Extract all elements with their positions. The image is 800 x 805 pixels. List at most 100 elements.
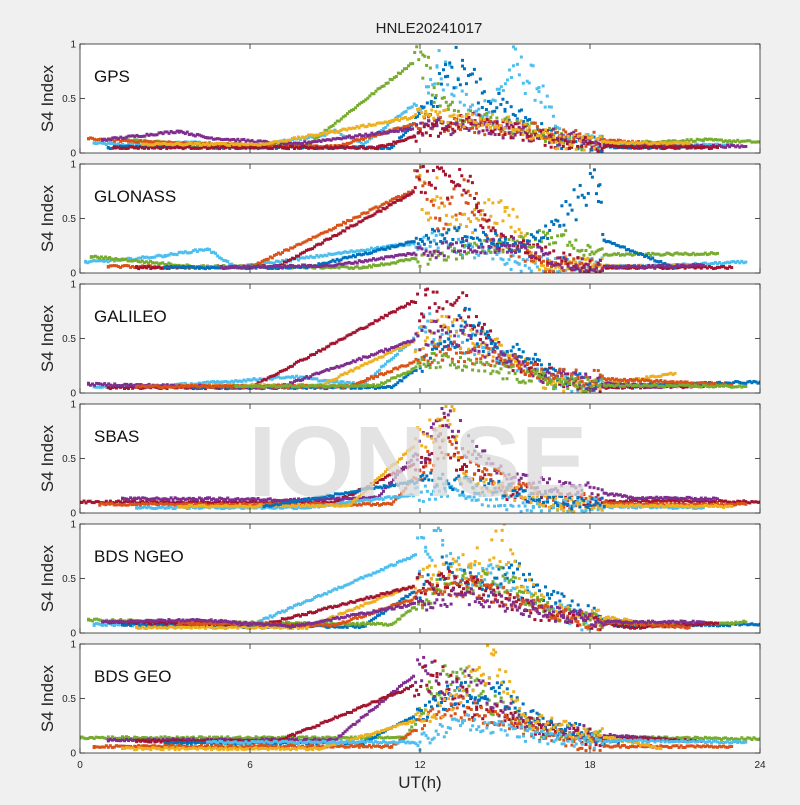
data-point <box>436 176 439 179</box>
data-point <box>467 113 470 116</box>
data-point <box>542 260 545 263</box>
data-point <box>494 133 497 136</box>
data-point <box>439 104 442 107</box>
data-point <box>461 65 464 68</box>
data-point <box>506 251 509 254</box>
data-point <box>455 258 458 261</box>
data-point <box>490 229 493 232</box>
data-point <box>419 265 422 268</box>
data-point <box>502 89 505 92</box>
data-point <box>457 226 460 229</box>
data-point <box>425 249 428 252</box>
data-point <box>417 242 420 245</box>
data-point <box>433 250 436 253</box>
data-point <box>561 266 564 269</box>
data-point <box>534 130 537 133</box>
y-axis-label: S4 Index <box>38 184 57 252</box>
data-point <box>496 121 499 124</box>
data-point <box>560 204 563 207</box>
data-point <box>411 62 414 65</box>
data-point <box>426 336 429 339</box>
data-point <box>586 257 589 260</box>
data-point <box>463 104 466 107</box>
data-point <box>443 205 446 208</box>
data-point <box>414 113 417 116</box>
data-point <box>506 262 509 265</box>
data-point <box>536 125 539 128</box>
data-point <box>522 120 525 123</box>
data-point <box>463 250 466 253</box>
data-point <box>433 86 436 89</box>
data-point <box>570 244 573 247</box>
data-point <box>583 266 586 269</box>
data-point <box>457 296 460 299</box>
data-point <box>483 201 486 204</box>
data-point <box>486 237 489 240</box>
data-point <box>434 187 437 190</box>
data-point <box>437 306 440 309</box>
data-point <box>544 246 547 249</box>
data-point <box>440 77 443 80</box>
data-point <box>491 113 494 116</box>
y-tick-label: 0.5 <box>62 94 76 105</box>
data-point <box>486 118 489 121</box>
data-point <box>512 237 515 240</box>
data-point <box>576 256 579 259</box>
data-point <box>448 61 451 64</box>
data-point <box>499 130 502 133</box>
data-point <box>443 254 446 257</box>
data-point <box>559 263 562 266</box>
data-point <box>504 82 507 85</box>
data-point <box>492 226 495 229</box>
data-point <box>442 88 445 91</box>
data-point <box>591 135 594 138</box>
data-point <box>516 63 519 66</box>
data-point <box>471 211 474 214</box>
data-point <box>481 246 484 249</box>
data-point <box>546 237 549 240</box>
data-point <box>450 66 453 69</box>
data-point <box>455 46 458 49</box>
data-point <box>540 250 543 253</box>
data-point <box>504 133 507 136</box>
data-point <box>471 181 474 184</box>
data-point <box>524 246 527 249</box>
data-point <box>601 247 604 250</box>
data-point <box>465 191 468 194</box>
data-point <box>487 123 490 126</box>
data-point <box>514 133 517 136</box>
data-point <box>489 116 492 119</box>
data-point <box>445 300 448 303</box>
data-point <box>542 231 545 234</box>
data-point <box>508 126 511 129</box>
data-point <box>520 109 523 112</box>
data-point <box>470 122 473 125</box>
data-point <box>477 125 480 128</box>
data-point <box>556 131 559 134</box>
data-point <box>428 114 431 117</box>
data-point <box>487 226 490 229</box>
data-point <box>495 222 498 225</box>
data-point <box>465 239 468 242</box>
data-point <box>479 338 482 341</box>
panel-label: GPS <box>94 67 130 86</box>
data-point <box>508 214 511 217</box>
data-point <box>590 141 593 144</box>
data-point <box>453 318 456 321</box>
data-point <box>420 325 423 328</box>
data-point <box>423 55 426 58</box>
data-point <box>542 84 545 87</box>
data-point <box>598 183 601 186</box>
data-point <box>565 258 568 261</box>
data-point <box>432 169 435 172</box>
data-point <box>439 197 442 200</box>
data-point <box>455 331 458 334</box>
data-point <box>548 138 551 141</box>
data-point <box>561 142 564 145</box>
data-point <box>461 244 464 247</box>
data-point <box>557 147 560 150</box>
data-point <box>440 83 443 86</box>
data-point <box>510 255 513 258</box>
data-point <box>429 245 432 248</box>
